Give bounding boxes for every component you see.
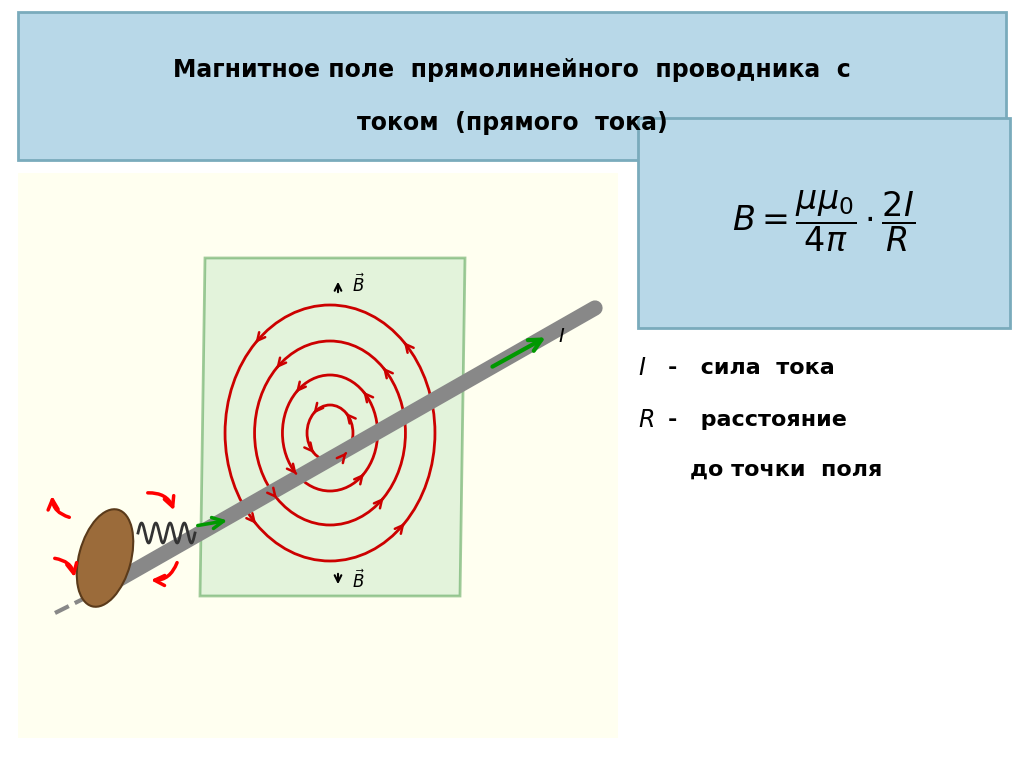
Text: -   расстояние: - расстояние [668,410,847,430]
Text: -   сила  тока: - сила тока [668,358,835,378]
Ellipse shape [77,509,133,607]
FancyBboxPatch shape [18,173,618,738]
Text: $\mathit{I}$: $\mathit{I}$ [638,356,646,380]
Text: Магнитное поле  прямолинейного  проводника  с: Магнитное поле прямолинейного проводника… [173,58,851,82]
Text: $\vec{B}$: $\vec{B}$ [352,273,366,296]
Text: током  (прямого  тока): током (прямого тока) [356,111,668,135]
Text: $\mathit{R}$: $\mathit{R}$ [638,408,654,432]
Text: $\vec{B}$: $\vec{B}$ [352,570,366,592]
Text: до точки  поля: до точки поля [690,460,883,480]
Text: $B = \dfrac{\mu\mu_0}{4\pi} \cdot \dfrac{2I}{R}$: $B = \dfrac{\mu\mu_0}{4\pi} \cdot \dfrac… [732,188,915,253]
Text: $I$: $I$ [558,326,565,346]
FancyBboxPatch shape [18,12,1006,160]
Polygon shape [200,258,465,596]
FancyBboxPatch shape [638,118,1010,328]
